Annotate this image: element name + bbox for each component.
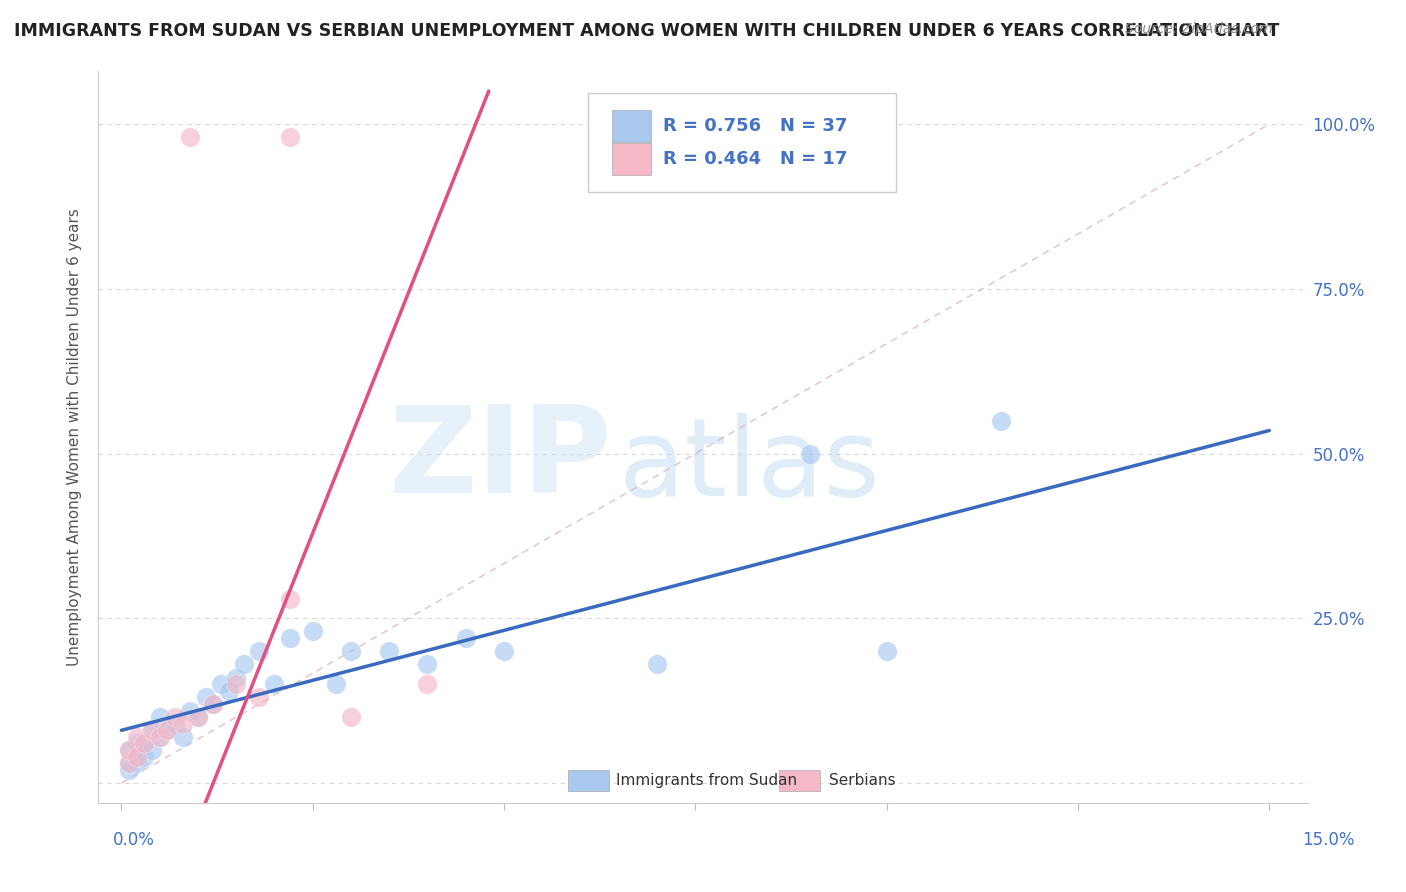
Text: 15.0%: 15.0% — [1302, 831, 1355, 849]
Text: IMMIGRANTS FROM SUDAN VS SERBIAN UNEMPLOYMENT AMONG WOMEN WITH CHILDREN UNDER 6 : IMMIGRANTS FROM SUDAN VS SERBIAN UNEMPLO… — [14, 22, 1279, 40]
Text: R = 0.756   N = 37: R = 0.756 N = 37 — [664, 117, 848, 136]
Text: 0.0%: 0.0% — [112, 831, 155, 849]
FancyBboxPatch shape — [568, 770, 609, 791]
Text: Immigrants from Sudan: Immigrants from Sudan — [616, 773, 797, 788]
FancyBboxPatch shape — [779, 770, 820, 791]
FancyBboxPatch shape — [613, 143, 651, 175]
Text: Serbians: Serbians — [828, 773, 896, 788]
Y-axis label: Unemployment Among Women with Children Under 6 years: Unemployment Among Women with Children U… — [67, 208, 83, 666]
Text: Source: ZipAtlas.com: Source: ZipAtlas.com — [1125, 22, 1272, 37]
Text: R = 0.464   N = 17: R = 0.464 N = 17 — [664, 150, 848, 168]
Text: atlas: atlas — [619, 413, 880, 519]
FancyBboxPatch shape — [613, 110, 651, 143]
Text: ZIP: ZIP — [388, 401, 613, 517]
FancyBboxPatch shape — [588, 94, 897, 192]
